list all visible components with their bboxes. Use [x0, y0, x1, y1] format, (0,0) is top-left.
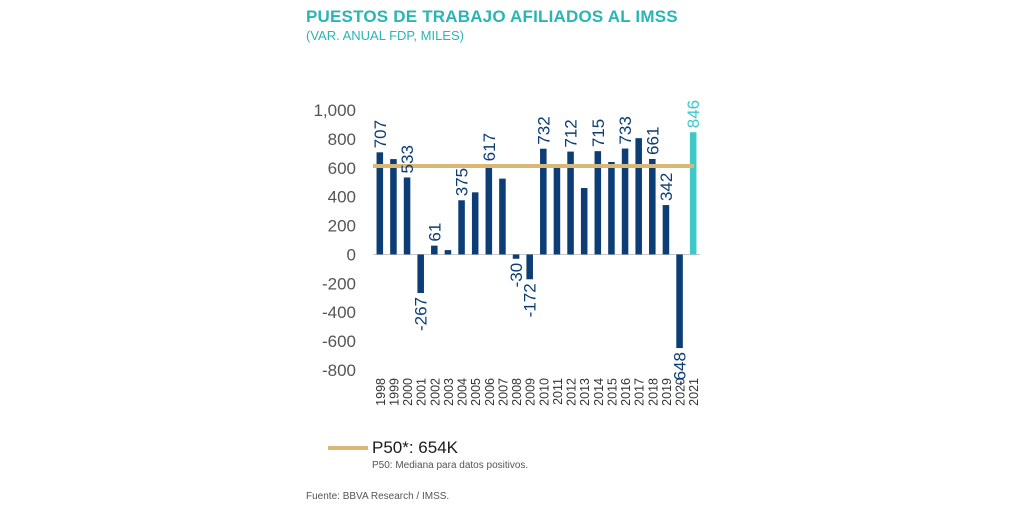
- chart-title: PUESTOS DE TRABAJO AFILIADOS AL IMSS: [306, 7, 678, 26]
- bar: [458, 200, 465, 255]
- bar: [594, 151, 602, 255]
- bar: [376, 152, 384, 255]
- x-tick-label: 2021: [687, 378, 701, 406]
- x-tick-label: 2012: [565, 378, 579, 406]
- data-label: 342: [657, 173, 676, 201]
- x-tick-label: 1998: [374, 378, 388, 406]
- data-label: -267: [412, 297, 431, 331]
- data-label: 661: [643, 127, 662, 155]
- x-tick-label: 2005: [469, 378, 483, 406]
- y-tick-label: 1,000: [313, 101, 356, 120]
- x-tick-label: 2003: [442, 378, 456, 406]
- bar: [471, 192, 479, 255]
- x-tick-label: 2011: [551, 378, 565, 405]
- source-note: Fuente: BBVA Research / IMSS.: [306, 491, 450, 502]
- bar: [649, 158, 656, 255]
- legend-swatch-p50: [328, 446, 368, 450]
- data-label: 61: [425, 223, 444, 242]
- data-label: 846: [684, 100, 703, 128]
- x-tick-label: 2016: [619, 378, 633, 406]
- data-label: 715: [589, 119, 608, 147]
- data-label: 732: [534, 116, 553, 144]
- bar: [417, 254, 424, 294]
- legend-note: P50: Mediana para datos positivos.: [372, 460, 529, 471]
- y-tick-label: 0: [347, 245, 356, 264]
- x-tick-label: 2007: [496, 378, 510, 406]
- x-tick-label: 2020: [674, 378, 688, 406]
- x-tick-label: 2000: [401, 378, 415, 406]
- x-tick-label: 2017: [633, 378, 647, 406]
- legend-label-p50: P50*: 654K: [372, 438, 459, 457]
- y-tick-label: 400: [328, 188, 356, 207]
- data-label: -30: [507, 263, 526, 288]
- data-label: 617: [480, 133, 499, 161]
- x-tick-label: 1999: [387, 378, 401, 406]
- bar: [499, 178, 506, 255]
- data-label: 707: [371, 120, 390, 148]
- data-label: 533: [398, 145, 417, 173]
- x-tick-label: 2015: [605, 378, 619, 406]
- x-tick-label: 2004: [456, 378, 470, 406]
- bar: [689, 132, 697, 255]
- bar: [403, 177, 411, 255]
- chart-subtitle: (VAR. ANUAL FDP, MILES): [306, 28, 464, 43]
- x-tick-label: 2008: [510, 378, 524, 406]
- bar: [512, 254, 520, 259]
- bar: [390, 159, 397, 255]
- bar: [540, 148, 547, 255]
- x-tick-label: 2009: [524, 378, 538, 406]
- x-tick-label: 2002: [428, 378, 442, 406]
- y-tick-label: -600: [322, 332, 356, 351]
- bar: [662, 205, 670, 255]
- bar: [567, 151, 574, 255]
- x-tick-label: 2001: [415, 378, 429, 406]
- x-tick-label: 2006: [483, 378, 497, 406]
- y-tick-label: 200: [328, 217, 356, 236]
- bar: [635, 138, 642, 255]
- bar: [608, 162, 615, 255]
- bar: [676, 254, 683, 349]
- data-label: 375: [453, 168, 472, 196]
- bar: [580, 188, 588, 255]
- data-label: -172: [521, 283, 540, 317]
- x-tick-label: 2013: [578, 378, 592, 406]
- y-tick-label: 600: [328, 159, 356, 178]
- y-tick-label: -800: [322, 361, 356, 380]
- bar: [485, 165, 493, 255]
- bar: [431, 245, 438, 255]
- bar: [526, 254, 533, 280]
- bar: [621, 148, 629, 255]
- data-label: -648: [671, 352, 690, 386]
- x-tick-label: 2010: [537, 378, 551, 406]
- bar: [553, 167, 561, 255]
- x-tick-label: 2019: [660, 378, 674, 406]
- x-tick-label: 2018: [646, 378, 660, 406]
- y-tick-label: -400: [322, 303, 356, 322]
- x-tick-label: 2014: [592, 378, 606, 406]
- data-label: 712: [562, 119, 581, 147]
- bar: [444, 250, 452, 255]
- data-label: 733: [616, 116, 635, 144]
- y-tick-label: 800: [328, 130, 356, 149]
- y-tick-label: -200: [322, 274, 356, 293]
